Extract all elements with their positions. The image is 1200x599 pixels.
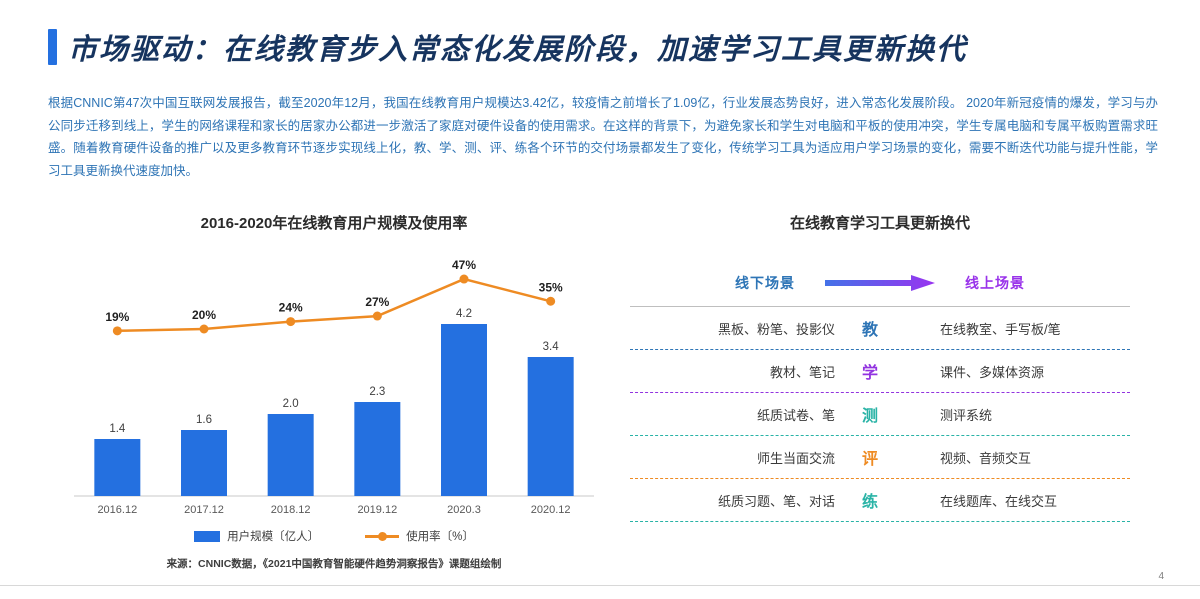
line-point <box>199 324 209 334</box>
chart-legend: 用户规模〔亿人〕 使用率〔%〕 <box>60 528 608 544</box>
rate-label: 24% <box>279 301 303 315</box>
title-accent-bar <box>48 29 57 65</box>
offline-scene-label: 线下场景 <box>735 275 795 291</box>
line-point <box>372 311 382 321</box>
x-tick-label: 2020.3 <box>447 504 481 516</box>
online-item: 课件、多媒体资源 <box>940 364 1045 380</box>
chart-section: 2016-2020年在线教育用户规模及使用率 2016.12 2017.12 201… <box>60 212 608 571</box>
offline-item: 纸质试卷、笔 <box>756 407 835 423</box>
stage-letter: 练 <box>861 494 878 511</box>
tool-row: 纸质试卷、笔 测 测评系统 <box>630 393 1130 436</box>
tool-row: 教材、笔记 学 课件、多媒体资源 <box>630 350 1130 393</box>
usage-rate-line <box>117 277 552 333</box>
scene-header: 线下场景 线上场景 <box>630 273 1130 307</box>
chart-canvas: 2016.12 2017.12 2018.12 2019.12 2020.3 2020.1… <box>74 258 594 516</box>
tool-section-title: 在线教育学习工具更新换代 <box>789 215 970 232</box>
legend-user-scale: 用户规模〔亿人〕 <box>194 528 319 544</box>
source-note: 来源：CNNIC数据，《2021中国教育智能硬件趋势洞察报告》课题组绘制 <box>166 558 502 570</box>
rate-label: 20% <box>192 308 216 322</box>
legend-label-usage-rate: 使用率〔%〕 <box>406 531 474 543</box>
line-point <box>286 317 296 327</box>
bar-value-label: 2.0 <box>283 398 299 410</box>
page-title: 市场驱动：在线教育步入常态化发展阶段，加速学习工具更新换代 <box>68 34 968 66</box>
offline-item: 纸质习题、笔、对话 <box>717 493 835 509</box>
x-tick-label: 2018.12 <box>271 504 311 516</box>
online-item: 在线教室、手写板/笔 <box>940 321 1061 337</box>
tool-row: 纸质习题、笔、对话 练 在线题库、在线交互 <box>630 479 1130 522</box>
tool-rows: 黑板、粉笔、投影仪 教 在线教室、手写板/笔教材、笔记 学 课件、多媒体资源纸质试卷、笔… <box>630 307 1130 522</box>
title-block: 市场驱动：在线教育步入常态化发展阶段，加速学习工具更新换代 <box>48 26 967 68</box>
bar <box>94 439 141 496</box>
legend-label-user-scale: 用户规模〔亿人〕 <box>227 531 320 543</box>
bar-value-label: 4.2 <box>456 308 472 320</box>
rate-label: 47% <box>452 258 476 272</box>
tool-row: 黑板、粉笔、投影仪 教 在线教室、手写板/笔 <box>630 307 1130 350</box>
bar <box>441 324 487 496</box>
stage-letter: 评 <box>861 451 878 468</box>
bar <box>181 430 227 496</box>
offline-item: 黑板、粉笔、投影仪 <box>717 321 835 337</box>
tool-row: 师生当面交流 评 视频、音频交互 <box>630 436 1130 479</box>
line-point <box>112 326 122 336</box>
bar <box>354 402 401 496</box>
bar-value-label: 1.6 <box>196 414 212 426</box>
footer-divider <box>0 585 1200 586</box>
gradient-arrow-icon <box>825 275 935 291</box>
line-swatch-icon <box>365 531 400 541</box>
x-tick-label: 2020.12 <box>531 504 571 516</box>
stage-letter: 测 <box>861 408 878 425</box>
rate-label: 35% <box>539 280 563 294</box>
offline-item: 师生当面交流 <box>756 450 835 466</box>
rate-label: 19% <box>105 310 129 324</box>
page-number: 4 <box>1158 571 1164 582</box>
legend-usage-rate: 使用率〔%〕 <box>365 528 474 544</box>
stage-letter: 学 <box>861 365 878 382</box>
bar-value-label: 2.3 <box>369 386 385 398</box>
bar <box>527 357 574 496</box>
intro-paragraph: 根据CNNIC第47次中国互联网发展报告，截至2020年12月，我国在线教育用户… <box>48 96 1158 178</box>
line-point <box>546 296 556 306</box>
online-item: 在线题库、在线交互 <box>940 493 1058 509</box>
combo-chart: 2016.12 2017.12 2018.12 2019.12 2020.3 2020.1… <box>74 241 594 524</box>
offline-item: 教材、笔记 <box>769 364 835 380</box>
chart-title: 2016-2020年在线教育用户规模及使用率 <box>200 215 468 232</box>
online-item: 视频、音频交互 <box>940 450 1032 466</box>
bar <box>267 414 314 496</box>
x-tick-label: 2019.12 <box>357 504 397 516</box>
tool-upgrade-section: 在线教育学习工具更新换代 线下场景 线上场景 黑板、粉笔、投影仪 教 在线教室、手写… <box>630 212 1130 522</box>
bar-swatch-icon <box>194 530 221 542</box>
line-point <box>459 274 469 284</box>
online-item: 测评系统 <box>940 407 993 423</box>
online-scene-label: 线上场景 <box>965 275 1025 291</box>
bar-value-label: 1.4 <box>109 423 126 435</box>
bar-value-label: 3.4 <box>543 341 560 353</box>
x-tick-label: 2016.12 <box>97 504 137 516</box>
rate-label: 27% <box>365 295 389 309</box>
x-tick-label: 2017.12 <box>184 504 224 516</box>
stage-letter: 教 <box>861 322 878 339</box>
